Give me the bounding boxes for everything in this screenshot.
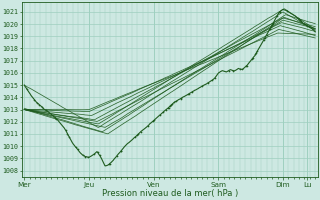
Point (270, 22, 276, 25)
Point (178, 97, 183, 100)
Point (161, 110, 166, 114)
Point (85, 156, 91, 159)
Point (277, 11, 282, 14)
Point (277, 10, 282, 13)
Point (205, 81, 211, 84)
Point (43, 108, 48, 112)
Point (305, 24, 310, 28)
Point (173, 100, 178, 103)
Point (199, 84, 204, 88)
Point (138, 130, 143, 133)
Point (151, 119, 156, 122)
Point (255, 49, 260, 53)
Point (226, 69, 231, 72)
Point (185, 93, 190, 96)
Point (169, 103, 174, 106)
Point (107, 162, 112, 165)
Point (118, 150, 124, 153)
Point (164, 108, 169, 111)
Point (73, 146, 78, 149)
Point (212, 76, 218, 79)
Point (284, 9, 290, 12)
Point (53, 116, 58, 119)
Point (243, 65, 248, 68)
Point (261, 38, 266, 41)
Point (210, 78, 215, 82)
Point (95, 151, 100, 154)
Point (157, 113, 162, 117)
Point (271, 21, 276, 24)
Point (262, 36, 267, 40)
Point (65, 132, 70, 135)
Point (296, 18, 301, 21)
Point (254, 51, 259, 54)
Point (37, 103, 42, 106)
Point (187, 92, 192, 95)
Point (165, 107, 170, 110)
Point (24, 87, 29, 91)
Point (166, 106, 171, 109)
Point (32, 98, 37, 101)
Point (295, 17, 300, 20)
Point (119, 149, 124, 152)
Point (244, 64, 249, 67)
Point (267, 28, 272, 31)
Point (274, 15, 279, 18)
Point (133, 135, 138, 138)
Point (92, 152, 97, 156)
Point (189, 90, 194, 94)
Point (135, 133, 140, 136)
Point (107, 163, 112, 166)
Point (297, 19, 302, 22)
Point (115, 154, 120, 157)
Point (238, 67, 243, 71)
X-axis label: Pression niveau de la mer( hPa ): Pression niveau de la mer( hPa ) (102, 189, 238, 198)
Point (35, 101, 40, 105)
Point (179, 97, 184, 100)
Point (134, 134, 140, 137)
Point (269, 24, 275, 27)
Point (251, 56, 256, 59)
Point (151, 119, 156, 122)
Point (170, 102, 175, 106)
Point (63, 128, 68, 132)
Point (231, 69, 236, 72)
Point (301, 22, 307, 25)
Point (54, 117, 59, 120)
Point (145, 124, 150, 128)
Point (168, 104, 173, 107)
Point (253, 53, 258, 56)
Point (299, 20, 304, 23)
Point (83, 155, 88, 158)
Point (278, 10, 283, 13)
Point (264, 33, 269, 36)
Point (250, 57, 255, 60)
Point (75, 148, 80, 151)
Point (67, 136, 72, 139)
Point (268, 25, 274, 29)
Point (97, 154, 102, 157)
Point (80, 154, 85, 157)
Point (239, 68, 244, 71)
Point (40, 106, 45, 109)
Point (172, 101, 177, 104)
